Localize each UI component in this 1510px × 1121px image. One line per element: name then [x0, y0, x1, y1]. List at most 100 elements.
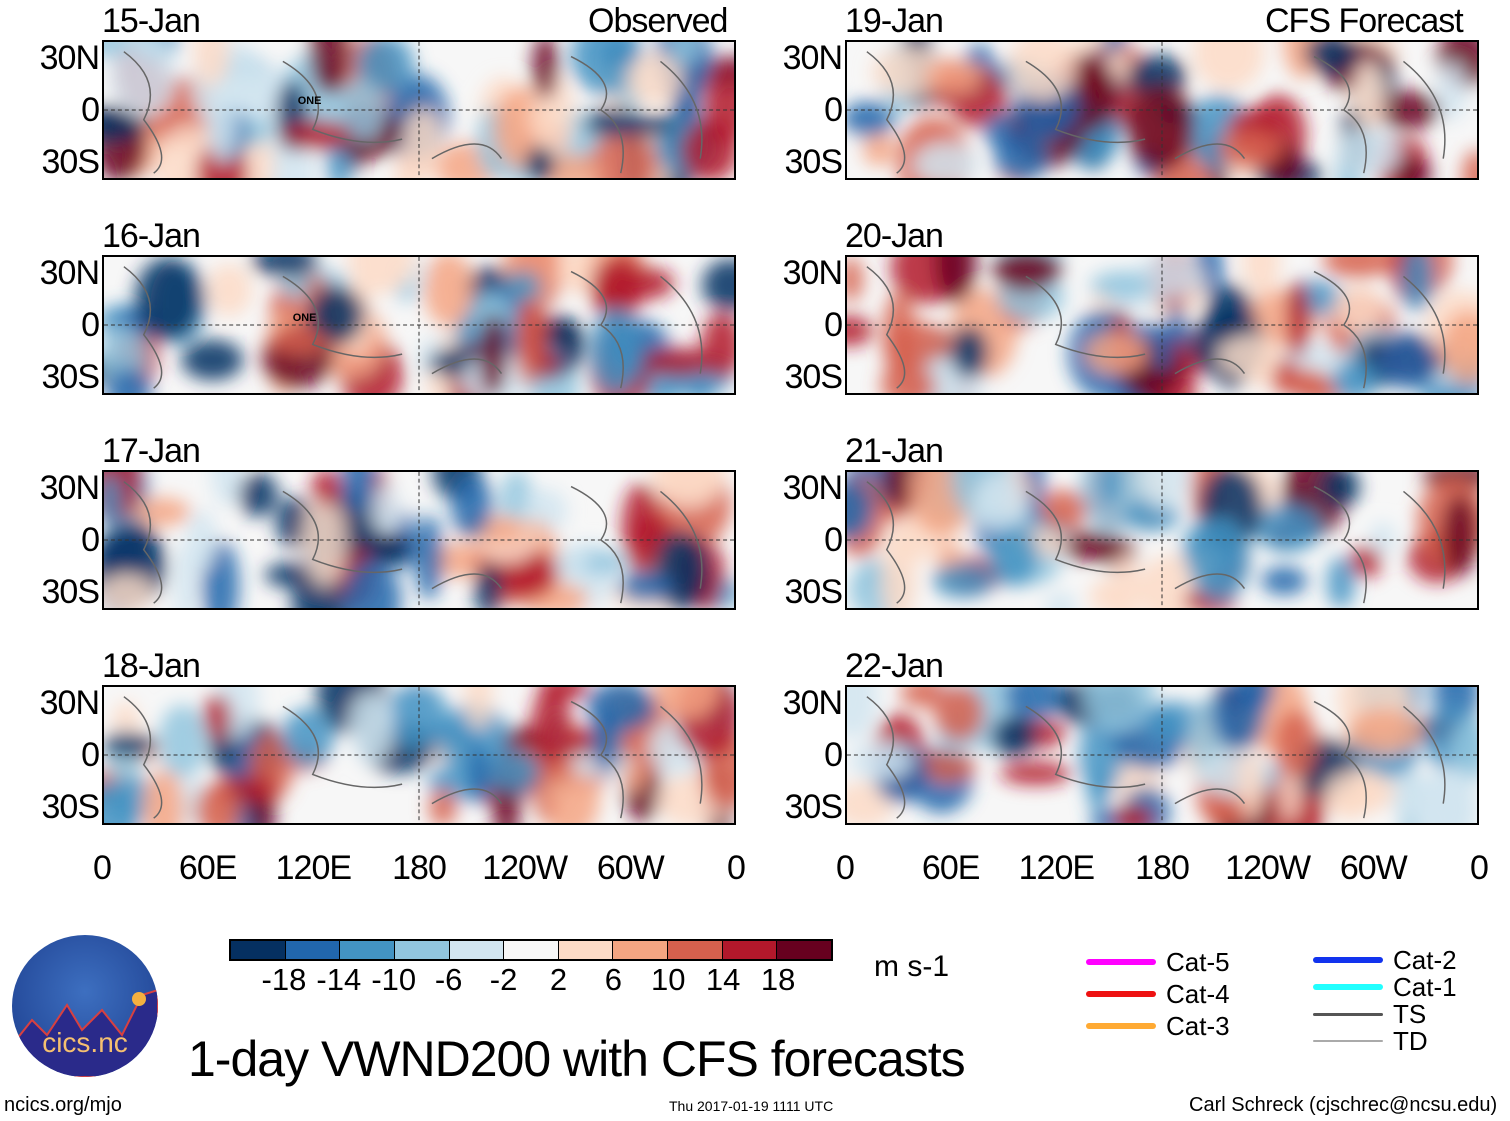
map-panel-21-Jan: [845, 470, 1479, 610]
coastlines: [123, 266, 703, 389]
wind-anomaly-blob: [1039, 489, 1088, 531]
y-tick-label: 30N: [782, 684, 843, 722]
legend-label: TD: [1393, 1026, 1428, 1056]
wind-anomaly-blob: [702, 258, 734, 312]
wind-anomaly-blob: [281, 708, 334, 767]
wind-anomaly-blob: [1436, 62, 1467, 121]
wind-anomaly-blob: [1083, 687, 1156, 735]
wind-anomaly-blob: [428, 788, 457, 823]
x-tick-label: 120W: [482, 849, 568, 887]
wind-anomaly-blob: [311, 472, 342, 507]
colorbar-swatch: [722, 941, 778, 959]
map-panel-18-Jan: [102, 685, 736, 825]
cics-logo: cics.nc: [12, 935, 158, 1077]
colorbar-label: -10: [371, 962, 417, 997]
x-tick-label: 180: [392, 849, 447, 887]
wind-anomaly-blob: [934, 687, 985, 742]
legend-line-Cat-3: [1086, 1023, 1156, 1029]
y-tick-label: 30S: [784, 358, 844, 396]
panel-date: 18-Jan: [102, 647, 201, 685]
wind-anomaly-blob: [1323, 769, 1396, 815]
wind-anomaly-blob: [618, 571, 673, 603]
wind-anomaly-blob: [1008, 42, 1077, 102]
wind-anomaly-blob: [349, 691, 394, 764]
wind-anomaly-blob: [1058, 530, 1123, 562]
y-tick-label: 30N: [782, 254, 843, 292]
legend-line-Cat-1: [1313, 984, 1383, 990]
y-tick-label: 0: [81, 521, 100, 559]
wind-anomaly-blob: [347, 257, 416, 294]
wind-anomaly-blob: [641, 347, 716, 377]
wind-anomaly-blob: [1138, 472, 1190, 510]
wind-anomaly-blob: [1087, 769, 1110, 813]
wind-anomaly-blob: [991, 715, 1037, 758]
coastlines: [123, 51, 703, 174]
wind-anomaly-blob: [652, 687, 721, 719]
wind-anomaly-blob: [1393, 157, 1432, 178]
wind-anomaly-blob: [195, 782, 242, 823]
y-tick-label: 30N: [39, 684, 100, 722]
wind-anomaly-blob: [847, 315, 873, 347]
y-tick-label: 0: [81, 306, 100, 344]
wind-anomaly-blob: [1451, 717, 1477, 784]
wind-anomaly-blob: [105, 369, 152, 393]
y-tick-label: 30N: [782, 39, 843, 77]
footer-url[interactable]: ncics.org/mjo: [4, 1094, 122, 1116]
wind-anomaly-blob: [1238, 752, 1265, 819]
wind-anomaly-blob: [193, 42, 230, 87]
wind-anomaly-blob: [540, 349, 561, 381]
wind-anomaly-blob: [1442, 494, 1477, 576]
footer-timestamp: Thu 2017-01-19 1111 UTC: [669, 1098, 834, 1114]
wind-anomaly-blob: [104, 473, 121, 529]
wind-anomaly-blob: [134, 257, 203, 341]
x-tick-label: 120E: [1018, 849, 1095, 887]
panel-date: 15-Jan: [102, 2, 201, 40]
x-tick-label: 180: [1135, 849, 1190, 887]
wind-anomaly-blob: [532, 42, 559, 100]
wind-anomaly-blob: [556, 545, 590, 575]
wind-anomaly-blob: [1322, 257, 1395, 279]
wind-anomaly-blob: [871, 47, 944, 97]
wind-anomaly-blob: [158, 704, 207, 779]
panel-date: 21-Jan: [845, 432, 944, 470]
coastlines: [866, 51, 1446, 174]
x-tick-label: 0: [727, 849, 746, 887]
wind-anomaly-blob: [1352, 58, 1385, 131]
wind-anomaly-blob: [913, 143, 980, 178]
wind-anomaly-blob: [104, 573, 153, 608]
wind-anomaly-blob: [395, 151, 419, 178]
wind-anomaly-blob: [880, 531, 917, 608]
colorbar-label: -18: [261, 962, 307, 997]
coastlines: [123, 696, 703, 819]
wind-anomaly-blob: [847, 479, 873, 540]
wind-anomaly-blob: [309, 42, 350, 95]
wind-anomaly-blob: [932, 563, 995, 599]
x-tick-label: 0: [836, 849, 855, 887]
y-tick-label: 30S: [784, 573, 844, 611]
wind-anomaly-blob: [1205, 284, 1254, 343]
wind-anomaly-blob: [1044, 591, 1077, 608]
x-tick-label: 60E: [921, 849, 980, 887]
legend-line-Cat-4: [1086, 991, 1156, 997]
wind-anomaly-blob: [1242, 257, 1281, 296]
wind-anomaly-blob: [1218, 334, 1283, 378]
wind-anomaly-blob: [238, 472, 278, 517]
wind-anomaly-blob: [464, 687, 493, 730]
legend-label: Cat-4: [1166, 979, 1230, 1009]
x-tick-label: 120W: [1225, 849, 1311, 887]
wind-anomaly-blob: [935, 257, 978, 304]
wind-anomaly-blob: [1270, 367, 1330, 393]
wind-anomaly-blob: [281, 119, 352, 151]
wind-anomaly-blob: [1320, 472, 1360, 508]
panel-date: 19-Jan: [845, 2, 944, 40]
x-tick-label: 60W: [1339, 849, 1408, 887]
wind-anomaly-blob: [531, 687, 572, 764]
colorbar-swatch: [449, 941, 505, 959]
colorbar-swatch: [558, 941, 614, 959]
wind-anomaly-blob: [515, 298, 544, 387]
x-tick-label: 60E: [178, 849, 237, 887]
wind-anomaly-blob: [336, 78, 385, 142]
map-panel-17-Jan: [102, 470, 736, 610]
wind-anomaly-blob: [132, 497, 191, 527]
map-panel-19-Jan: [845, 40, 1479, 180]
